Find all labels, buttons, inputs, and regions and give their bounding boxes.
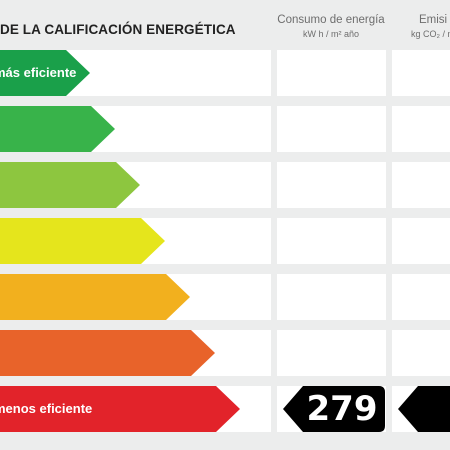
rating-class-arrow [0, 218, 165, 264]
rating-class-label: más eficiente [0, 65, 77, 80]
emissions-title: Emisi [418, 14, 448, 26]
consumption-rating-tag: 279 [283, 386, 385, 432]
consumption-cell [277, 218, 386, 264]
rating-class-arrow: menos eficiente [0, 386, 240, 432]
consumption-cell [277, 50, 386, 96]
emissions-cell [392, 218, 450, 264]
consumption-unit: kW h / m² año [302, 29, 359, 39]
consumption-column-header: Consumo de energía kW h / m² año [275, 12, 387, 40]
emissions-cell [392, 106, 450, 152]
rating-class-arrow [0, 330, 215, 376]
emissions-cell [392, 50, 450, 96]
label-title: DE LA CALIFICACIÓN ENERGÉTICA [0, 22, 236, 37]
consumption-cell [277, 106, 386, 152]
emissions-cell [392, 274, 450, 320]
consumption-value: 279 [306, 389, 378, 429]
consumption-cell [277, 162, 386, 208]
emissions-rating-tag [398, 386, 450, 432]
rating-class-arrow: más eficiente [0, 50, 90, 96]
consumption-cell [277, 274, 386, 320]
rating-class-arrow [0, 274, 190, 320]
emissions-cell [392, 330, 450, 376]
consumption-cell [277, 330, 386, 376]
rating-class-arrow [0, 162, 140, 208]
emissions-unit: kg CO₂ / m [411, 29, 450, 39]
rating-class-label: menos eficiente [0, 401, 93, 416]
consumption-title: Consumo de energía [277, 14, 385, 26]
rating-class-arrow [0, 106, 115, 152]
emissions-cell [392, 162, 450, 208]
emissions-column-header: Emisi kg CO₂ / m [393, 12, 450, 40]
